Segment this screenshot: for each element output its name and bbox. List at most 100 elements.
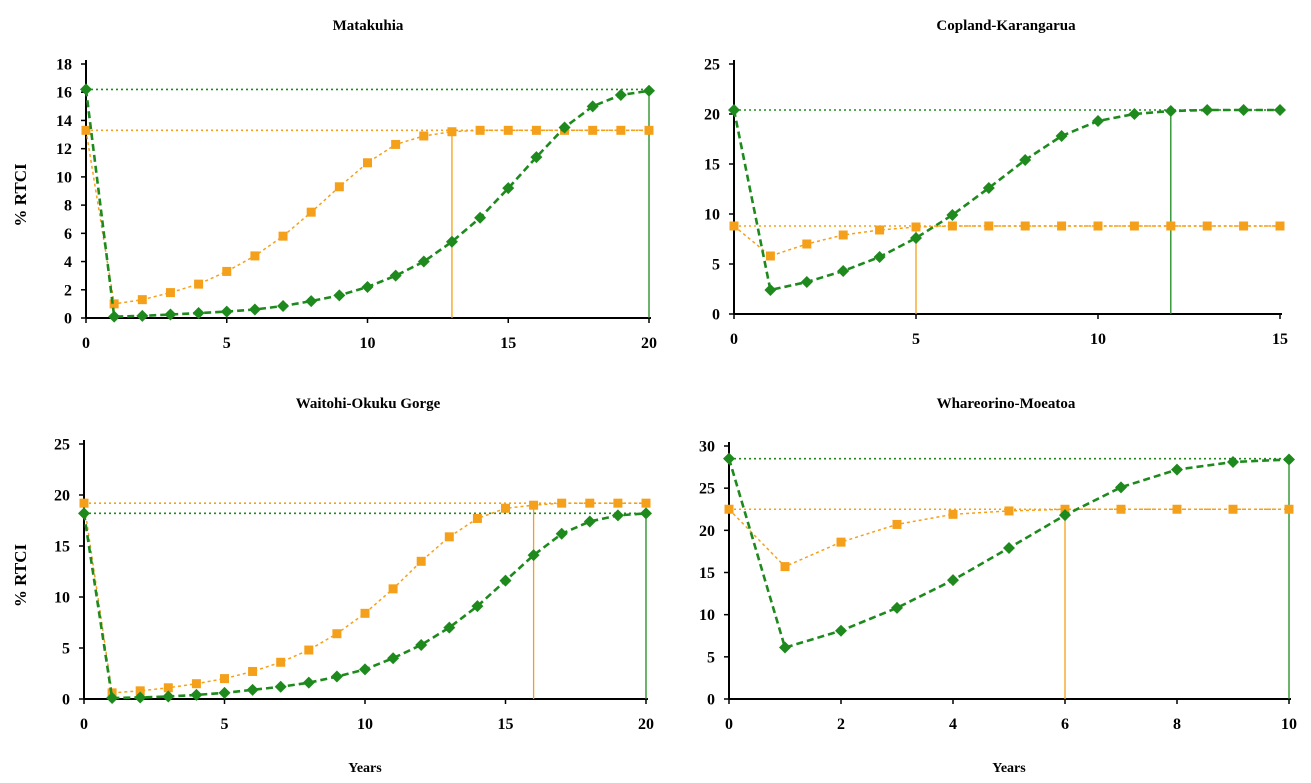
- data-point: [445, 235, 458, 248]
- data-point: [443, 621, 456, 634]
- data-point: [1202, 221, 1212, 231]
- data-point: [643, 84, 655, 97]
- y-tick-label: 12: [56, 141, 72, 158]
- data-point: [947, 574, 959, 587]
- x-tick-label: 5: [912, 331, 920, 348]
- data-point: [838, 230, 848, 240]
- data-point: [779, 641, 791, 654]
- data-point: [1201, 104, 1214, 116]
- data-point: [1172, 504, 1182, 514]
- y-axis-label: % RTCI: [11, 163, 30, 227]
- x-tick-label: 10: [357, 716, 373, 733]
- data-point: [471, 600, 484, 613]
- data-point: [248, 303, 261, 316]
- data-point: [220, 305, 233, 318]
- data-point: [81, 125, 91, 135]
- x-tick-label: 0: [725, 716, 733, 733]
- y-tick-label: 8: [64, 198, 72, 215]
- y-tick-label: 30: [699, 439, 715, 456]
- data-point: [501, 503, 510, 513]
- y-tick-label: 0: [712, 307, 720, 324]
- data-point: [334, 182, 344, 192]
- data-point: [1116, 504, 1126, 514]
- data-point: [802, 239, 812, 249]
- data-point: [1019, 154, 1032, 166]
- data-point: [444, 532, 454, 542]
- x-axis-label: Years: [992, 761, 1026, 776]
- y-tick-label: 6: [64, 226, 72, 243]
- y-tick-label: 10: [704, 207, 720, 224]
- data-point: [1166, 221, 1176, 231]
- x-tick-label: 10: [1281, 716, 1297, 733]
- data-point: [946, 209, 959, 221]
- data-point: [1284, 504, 1294, 514]
- data-point: [1164, 105, 1177, 117]
- data-point: [1093, 221, 1103, 231]
- data-point: [836, 537, 846, 547]
- data-point: [165, 288, 175, 298]
- x-axis-label: Years: [348, 761, 382, 776]
- y-tick-label: 5: [62, 641, 70, 658]
- data-point: [415, 638, 428, 651]
- data-point: [530, 151, 543, 164]
- data-point: [558, 121, 571, 134]
- data-point: [765, 251, 775, 261]
- data-point: [640, 507, 652, 520]
- data-point: [109, 299, 119, 309]
- data-point: [1237, 104, 1250, 116]
- data-point: [332, 629, 342, 639]
- y-tick-label: 2: [64, 282, 72, 299]
- data-point: [1171, 463, 1183, 476]
- data-point: [911, 222, 921, 232]
- data-point: [1059, 509, 1071, 522]
- data-point: [891, 601, 903, 614]
- data-point: [416, 556, 426, 566]
- y-tick-label: 16: [56, 85, 72, 102]
- data-point: [800, 276, 813, 288]
- data-point: [302, 676, 315, 689]
- data-point: [135, 686, 145, 696]
- data-point: [246, 683, 259, 696]
- data-point: [330, 670, 343, 683]
- data-point: [1128, 108, 1141, 120]
- data-point: [1228, 504, 1238, 514]
- chart-panel: Waitohi-Okuku Gorge % RTCI Years 0 5 10 15 20 25…: [11, 396, 654, 776]
- x-tick-label: 5: [221, 716, 229, 733]
- x-tick-label: 4: [949, 716, 957, 733]
- series-line: [85, 129, 649, 305]
- data-point: [531, 125, 541, 135]
- x-tick-label: 10: [1090, 331, 1106, 348]
- data-point: [583, 515, 596, 528]
- y-tick-label: 25: [54, 437, 70, 454]
- y-tick-label: 15: [54, 539, 70, 556]
- data-point: [220, 674, 229, 684]
- x-tick-label: 0: [82, 335, 90, 352]
- series-line: [733, 225, 1280, 257]
- data-point: [585, 498, 595, 508]
- data-point: [1020, 221, 1030, 231]
- data-point: [1115, 481, 1127, 494]
- data-point: [78, 507, 90, 520]
- data-point: [222, 266, 232, 276]
- y-tick-label: 15: [699, 565, 715, 582]
- y-tick-label: 0: [707, 692, 715, 709]
- chart-panel: Matakuhia % RTCI 0 2 4 6 8 10 12 14 16 18 0 5 10 15 20: [11, 18, 657, 352]
- y-tick-label: 20: [699, 523, 715, 540]
- data-point: [728, 104, 740, 116]
- data-point: [163, 683, 173, 693]
- data-point: [502, 182, 515, 195]
- chart-title: Copland-Karangarua: [936, 18, 1076, 34]
- data-point: [277, 300, 290, 313]
- data-point: [80, 83, 92, 96]
- series-line: [728, 508, 1289, 568]
- data-point: [79, 498, 89, 508]
- data-point: [276, 657, 286, 667]
- data-point: [984, 221, 994, 231]
- data-point: [780, 562, 790, 572]
- data-point: [474, 211, 487, 224]
- y-tick-label: 10: [699, 607, 715, 624]
- data-point: [134, 691, 147, 704]
- x-tick-label: 0: [80, 716, 88, 733]
- data-point: [892, 519, 902, 529]
- data-point: [724, 504, 734, 514]
